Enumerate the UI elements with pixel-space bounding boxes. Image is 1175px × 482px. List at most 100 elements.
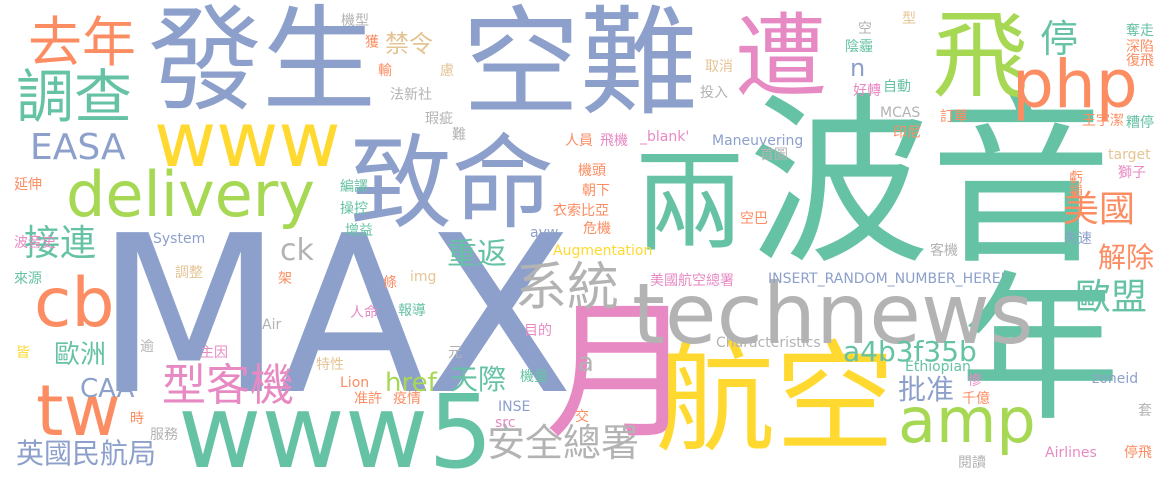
word-yue-du: 閱讀 [958, 455, 986, 471]
word-can: 慘 [968, 373, 982, 389]
word-nan: 難 [452, 127, 466, 143]
word-an-quan: 安全總署 [487, 421, 640, 465]
word-ck: ck [280, 233, 314, 268]
word-ting: 停 [1040, 17, 1079, 61]
word-zao: 遭 [735, 4, 828, 111]
word-ding-dan: 訂單 [940, 109, 968, 125]
word-aug: Augmentation [553, 243, 653, 259]
word-ke-ji: 客機 [930, 243, 958, 259]
word-zi-dong: 自動 [883, 79, 911, 95]
word-wei-ji: 危機 [583, 221, 611, 237]
word-mu-de: 目的 [524, 323, 552, 339]
word-bao-dao: 報導 [398, 303, 426, 319]
word-cao-kong: 操控 [340, 201, 368, 217]
word-qu-xiao: 取消 [705, 59, 733, 75]
word-maneuvering: Maneuvering [712, 133, 804, 149]
word-mei-guo: 美國 [1063, 189, 1136, 230]
word-cao-ting: 糟停 [1126, 115, 1154, 131]
word-caa: CAA [80, 374, 135, 404]
word-jia: 架 [278, 271, 292, 287]
word-target: target [1108, 147, 1151, 163]
word-www5: www5 [178, 373, 494, 482]
word-airlines: Airlines [1045, 445, 1097, 461]
word-zhong-fan: 重返 [447, 237, 507, 272]
word-yu: 逾 [140, 339, 154, 355]
word-characteristics: Characteristics [716, 335, 821, 351]
word-href: href [385, 368, 437, 398]
word-bo-yin: 波音 [748, 77, 1112, 289]
word-mei-guo-hang: 美國航空總署 [650, 273, 734, 289]
word-tiao: 條 [383, 275, 397, 291]
word-liang: 兩 [635, 139, 745, 267]
word-tao: 套 [1138, 403, 1152, 419]
word-yi-suo: 衣索比亞 [553, 203, 609, 219]
word-www: www [154, 95, 341, 184]
word-yuan: 元 [448, 345, 462, 361]
word-yin-ni: 印尼 [893, 125, 921, 141]
word-duo-zou: 奪走 [1126, 23, 1154, 39]
word-ji-xing: 機型 [341, 13, 369, 29]
word-ji-liang: 機量 [520, 369, 548, 385]
word-jie-lian: 接連 [24, 223, 97, 264]
word-php: php [1012, 46, 1138, 123]
word-fa-xin-she: 法新社 [390, 87, 432, 103]
word-hang-kong: 航空 [655, 330, 895, 469]
word-zhi-ming: 致命 [350, 125, 554, 244]
word-img: img [410, 269, 437, 285]
word-zhu-yin: 主因 [200, 345, 228, 361]
word-kong-nan: 空難 [462, 0, 699, 132]
word-shen-xian: 深陷 [1126, 39, 1154, 55]
word-tian-ji: 天際 [450, 363, 507, 396]
word-tou-ru: 投入 [700, 85, 728, 101]
word-kong: 空 [858, 21, 872, 37]
word-jie-chu: 解除 [1098, 241, 1155, 274]
word-tw: tw [36, 370, 121, 452]
word-lv: 慮 [440, 63, 454, 79]
word-easa: EASA [30, 127, 126, 168]
word-fei-ji: 飛機 [600, 133, 628, 149]
word-shu: 輸 [378, 63, 392, 79]
word-blank: _blank' [640, 129, 690, 145]
word-nian: 年 [960, 256, 1121, 443]
word-huo: 獲 [363, 34, 379, 48]
word-insert: INSERT_RANDOM_NUMBER_HERE' [768, 271, 1005, 287]
word-xing: 型 [902, 11, 916, 27]
word-delivery: delivery [66, 158, 315, 231]
word-kong-ba: 空巴 [740, 211, 768, 227]
word-ethiopian: Ethiopian [905, 359, 971, 375]
word-ren-yuan: 人員 [565, 133, 593, 149]
word-a4b3f35b: a4b3f35b [843, 335, 977, 368]
word-hao-zhuan: 好轉 [853, 83, 881, 99]
word-ji-tou: 機頭 [578, 163, 606, 179]
word-fu-fei: 復飛 [1126, 53, 1154, 69]
word-fei: 飛 [932, 0, 1028, 112]
word-bo-yin-shi: 波音史 [14, 235, 56, 251]
word-yue: 月 [545, 286, 696, 460]
word-wang: 王宇潔 [1082, 113, 1124, 129]
word-zeng-yi: 增益 [345, 223, 373, 239]
word-jin-ling: 禁令 [385, 30, 433, 58]
word-pi-zhun: 批准 [898, 373, 955, 406]
word-system: System [153, 231, 206, 247]
word-xing-ke-ji: 型客機 [162, 360, 294, 411]
word-yan-shen: 延伸 [14, 177, 42, 193]
word-amp: amp [898, 384, 1036, 457]
word-te-xing: 特性 [316, 357, 344, 373]
word-zhun-xu: 准許 [354, 391, 382, 407]
word-lion: Lion [340, 375, 370, 391]
word-shi: 時 [130, 411, 144, 427]
word-bian-yi: 編譯 [340, 179, 368, 195]
word-cb: cb [34, 264, 115, 343]
word-a: a [578, 348, 594, 378]
word-ting-fei: 停飛 [1124, 445, 1152, 461]
word-shi-su: 失速 [1064, 231, 1092, 247]
word-n: n [850, 54, 866, 82]
word-ou-zhou: 歐洲 [54, 340, 107, 370]
word-ying-guo: 英國民航局 [16, 437, 157, 470]
word-fa-sheng: 發生 [148, 0, 377, 127]
word-fu-wu: 服務 [150, 427, 178, 443]
word-kui-sun: 虧損 [1067, 170, 1083, 198]
word-ou-meng: 歐盟 [1075, 277, 1148, 318]
word-yin-mai: 陰霾 [845, 39, 873, 55]
